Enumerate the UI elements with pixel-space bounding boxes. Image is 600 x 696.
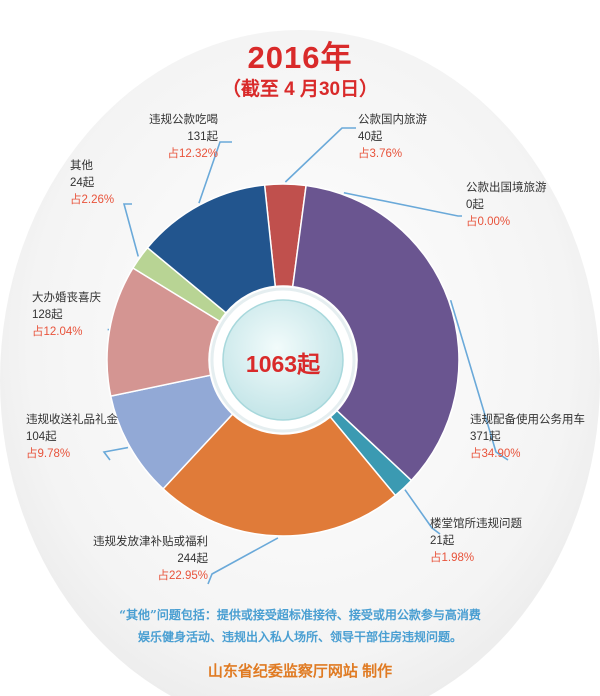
label-other-name: 其他 bbox=[70, 160, 93, 172]
label-gifts-name: 违规收送礼品礼金 bbox=[26, 414, 118, 426]
slice-dining bbox=[146, 184, 277, 314]
label-subsidy: 违规发放津补贴或福利 244起 占22.95% bbox=[58, 534, 208, 585]
credit-line: 山东省纪委监察厅网站 制作 bbox=[207, 663, 393, 680]
slice-weddings bbox=[106, 266, 221, 398]
leader-line-subsidy bbox=[207, 537, 279, 585]
label-weddings-count: 128起 bbox=[32, 309, 63, 321]
label-subsidy-name: 违规发放津补贴或福利 bbox=[93, 536, 208, 548]
label-abroad-name: 公款出国境旅游 bbox=[466, 182, 547, 194]
label-other-count: 24起 bbox=[70, 177, 95, 189]
slice-subsidy bbox=[162, 413, 397, 537]
label-clubs-count: 21起 bbox=[430, 535, 455, 547]
leader-line-other bbox=[122, 203, 139, 257]
footnote-line-1: “其他”问题包括：提供或接受超标准接待、接受或用公款参与高消费 bbox=[119, 608, 481, 622]
label-subsidy-percent: 占22.95% bbox=[157, 570, 208, 582]
leader-line-dining bbox=[198, 141, 232, 204]
label-clubs: 楼堂馆所违规问题 21起 占1.98% bbox=[430, 516, 580, 567]
footnote: “其他”问题包括：提供或接受超标准接待、接受或用公款参与高消费 娱乐健身活动、违… bbox=[60, 604, 540, 648]
label-dining-percent: 占12.32% bbox=[167, 148, 218, 160]
label-dining-count: 131起 bbox=[187, 131, 218, 143]
label-abroad: 公款出国境旅游 0起 占0.00% bbox=[466, 180, 600, 231]
leader-line-gifts bbox=[102, 446, 129, 461]
chart-title: 2016年 bbox=[247, 40, 353, 75]
label-cars: 违规配备使用公务用车 371起 占34.90% bbox=[470, 412, 600, 463]
label-other-percent: 占2.26% bbox=[70, 194, 115, 206]
label-travel-percent: 占3.76% bbox=[358, 148, 403, 160]
label-gifts-count: 104起 bbox=[26, 431, 57, 443]
leader-line-clubs bbox=[404, 489, 441, 535]
footnote-line-2: 娱乐健身活动、违规出入私人场所、领导干部住房违规问题。 bbox=[137, 630, 462, 644]
label-clubs-percent: 占1.98% bbox=[430, 552, 475, 564]
leader-line-cars bbox=[449, 299, 509, 461]
label-dining: 违规公款吃喝 131起 占12.32% bbox=[68, 112, 218, 163]
label-travel: 公款国内旅游 40起 占3.76% bbox=[358, 112, 508, 163]
label-dining-name: 违规公款吃喝 bbox=[149, 114, 218, 126]
label-travel-name: 公款国内旅游 bbox=[358, 114, 427, 126]
label-gifts: 违规收送礼品礼金 104起 占9.78% bbox=[26, 412, 176, 463]
label-gifts-percent: 占9.78% bbox=[26, 448, 71, 460]
label-other: 其他 24起 占2.26% bbox=[70, 158, 220, 209]
label-cars-percent: 占34.90% bbox=[470, 448, 521, 460]
slice-cars bbox=[291, 184, 460, 482]
label-cars-name: 违规配备使用公务用车 bbox=[470, 414, 585, 426]
total-count: 1063起 bbox=[245, 351, 321, 377]
label-travel-count: 40起 bbox=[358, 131, 383, 143]
donut-slices bbox=[106, 183, 460, 537]
label-subsidy-count: 244起 bbox=[177, 553, 208, 565]
label-abroad-count: 0起 bbox=[466, 199, 484, 211]
label-cars-count: 371起 bbox=[470, 431, 501, 443]
label-clubs-name: 楼堂馆所违规问题 bbox=[430, 518, 522, 530]
leader-line-travel bbox=[284, 127, 356, 183]
leader-lines bbox=[102, 127, 509, 585]
label-weddings-percent: 占12.04% bbox=[32, 326, 83, 338]
label-weddings-name: 大办婚丧喜庆 bbox=[32, 292, 101, 304]
label-weddings: 大办婚丧喜庆 128起 占12.04% bbox=[32, 290, 182, 341]
label-abroad-percent: 占0.00% bbox=[466, 216, 511, 228]
center-disc bbox=[222, 299, 344, 421]
chart-subtitle: （截至 4 月30日） bbox=[221, 79, 379, 100]
leader-line-abroad bbox=[343, 191, 462, 217]
